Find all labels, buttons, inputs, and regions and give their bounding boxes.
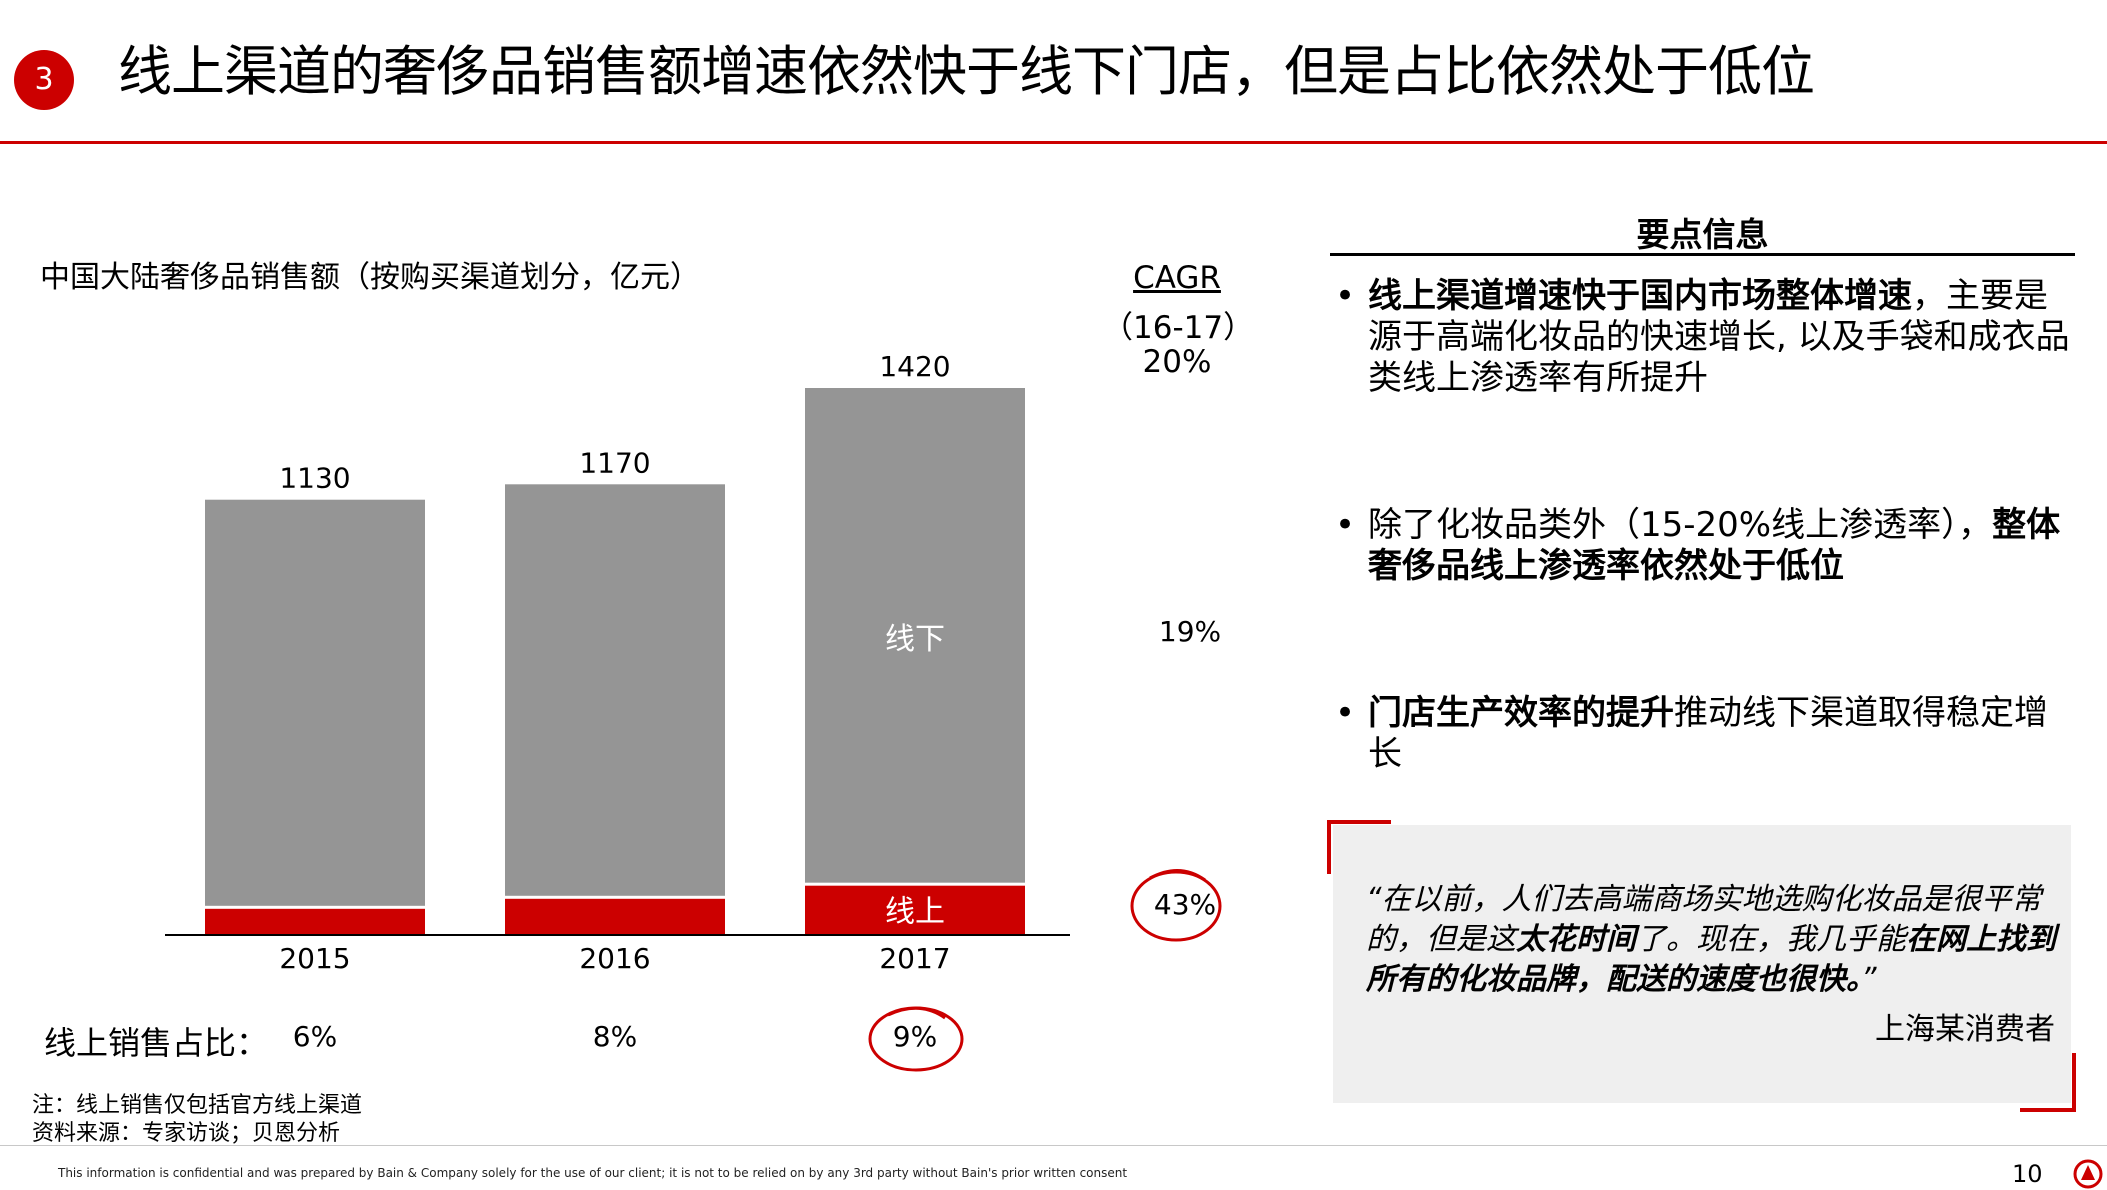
bullet-icon: • bbox=[1335, 276, 1356, 316]
bar-offline-2017 bbox=[805, 388, 1025, 883]
quote-bracket-bottom-right bbox=[2020, 1053, 2076, 1112]
bullet-icon: • bbox=[1335, 693, 1356, 733]
key-point-2: • 除了化妆品类外（15-20%线上渗透率），整体奢侈品线上渗透率依然处于低位 bbox=[1335, 505, 2075, 587]
footnote-source: 资料来源：专家访谈；贝恩分析 bbox=[32, 1121, 341, 1146]
bar-offline-2016 bbox=[505, 484, 725, 896]
cagr-period: （16-17） bbox=[1102, 310, 1255, 346]
total-label-2017: 1420 bbox=[879, 350, 950, 383]
key-points-divider bbox=[1330, 253, 2075, 256]
total-label-2015: 1130 bbox=[279, 462, 350, 495]
x-tick-2017: 2017 bbox=[879, 942, 950, 975]
x-tick-2016: 2016 bbox=[579, 942, 650, 975]
key-point-2-bold: 整体奢侈品线上渗透率依然处于低位 bbox=[1368, 505, 2061, 586]
key-point-3: • 门店生产效率的提升推动线下渠道取得稳定增长 bbox=[1335, 693, 2075, 775]
quote-part-2: 了。现在，我几乎能 bbox=[1636, 922, 1906, 957]
online-share-2017: 9% bbox=[892, 1020, 938, 1053]
quote-bold-1: 太花时间 bbox=[1516, 922, 1636, 957]
bar-online-2017 bbox=[805, 885, 1025, 935]
cagr-offline: 19% bbox=[1158, 615, 1222, 648]
online-share-label: 线上销售占比： bbox=[44, 1024, 269, 1062]
consumer-quote: “在以前，人们去高端商场实地选购化妆品是很平常的，但是这太花时间了。现在，我几乎… bbox=[1366, 880, 2066, 1000]
key-point-1: • 线上渠道增速快于国内市场整体增速，主要是源于高端化妆品的快速增长, 以及手袋… bbox=[1335, 276, 2075, 399]
section-number-badge: 3 bbox=[14, 50, 74, 110]
series-label-offline: 线下 bbox=[885, 622, 945, 657]
cagr-header: CAGR bbox=[1133, 260, 1221, 296]
title-divider bbox=[0, 141, 2107, 144]
key-points-heading: 要点信息 bbox=[1636, 215, 1769, 254]
footer-divider bbox=[0, 1145, 2107, 1146]
bar-offline-2015 bbox=[205, 499, 425, 906]
key-point-2-text: 除了化妆品类外（15-20%线上渗透率）， bbox=[1368, 505, 1993, 545]
quote-bracket-top-left bbox=[1327, 820, 1391, 874]
bullet-icon: • bbox=[1335, 505, 1356, 545]
page-number: 10 bbox=[2012, 1160, 2043, 1188]
bar-online-2016 bbox=[505, 898, 725, 935]
x-tick-2015: 2015 bbox=[279, 942, 350, 975]
quote-part-1: “在以前，人们去高端商场实地选购化妆品是很平常的，但是这 bbox=[1366, 882, 2042, 957]
key-point-3-text: 推动线下渠道取得稳定增长 bbox=[1368, 693, 2048, 774]
total-label-2016: 1170 bbox=[579, 446, 650, 479]
footnotes: 注：线上销售仅包括官方线上渠道 资料来源：专家访谈；贝恩分析 bbox=[32, 1092, 362, 1148]
key-point-3-bold: 门店生产效率的提升 bbox=[1368, 693, 1674, 733]
online-share-2016: 8% bbox=[592, 1020, 638, 1053]
quote-attribution: 上海某消费者 bbox=[1875, 1012, 2055, 1047]
bar-online-2015 bbox=[205, 908, 425, 935]
footnote-note: 注：线上销售仅包括官方线上渠道 bbox=[32, 1093, 363, 1118]
share-2017-highlight-tail bbox=[887, 1006, 946, 1020]
key-point-1-bold: 线上渠道增速快于国内市场整体增速 bbox=[1368, 276, 1912, 316]
online-share-2015: 6% bbox=[292, 1020, 338, 1053]
cagr-online: 43% bbox=[1153, 888, 1217, 921]
chart-title: 中国大陆奢侈品销售额（按购买渠道划分，亿元） bbox=[40, 260, 700, 295]
page-title: 线上渠道的奢侈品销售额增速依然快于线下门店，但是占比依然处于低位 bbox=[118, 40, 1815, 103]
quote-part-3: ” bbox=[1861, 962, 1877, 997]
confidentiality-disclaimer: This information is confidential and was… bbox=[58, 1166, 1128, 1180]
bain-logo-icon bbox=[2073, 1159, 2103, 1189]
cagr-total: 20% bbox=[1142, 344, 1212, 380]
series-label-online: 线上 bbox=[885, 894, 945, 929]
quote-box bbox=[1333, 825, 2071, 1103]
quote-bold-2: 在网上找到所有的化妆品牌，配送的速度也很快。 bbox=[1366, 922, 2056, 997]
online-cagr-highlight-tail bbox=[1149, 869, 1206, 882]
key-point-1-text: ，主要是源于高端化妆品的快速增长, 以及手袋和成衣品类线上渗透率有所提升 bbox=[1368, 276, 2070, 398]
